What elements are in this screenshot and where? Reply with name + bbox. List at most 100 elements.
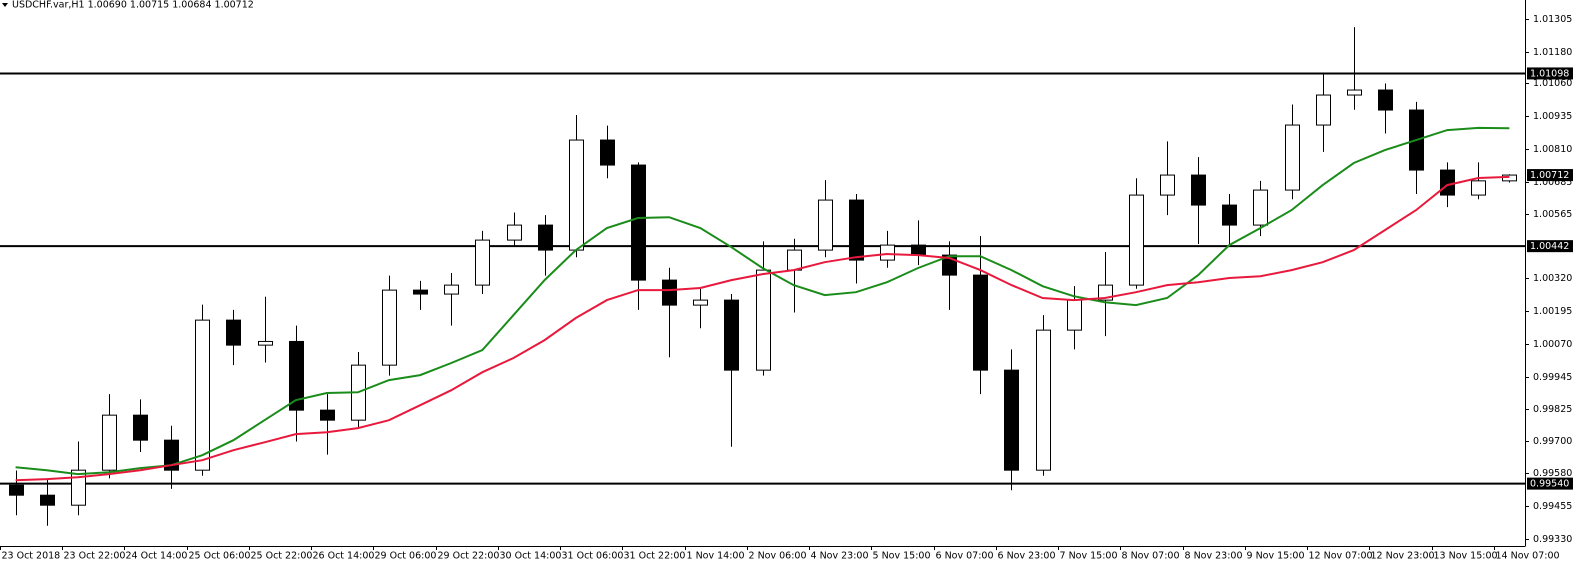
- level-price-label: 1.01098: [1530, 68, 1569, 79]
- x-tick-label: 9 Nov 15:00: [1247, 551, 1305, 562]
- candle-body: [692, 299, 709, 306]
- x-tick-label: 6 Nov 07:00: [936, 551, 994, 562]
- y-tick-label: 1.00195: [1533, 306, 1572, 317]
- y-tick-label: 0.99700: [1533, 436, 1572, 447]
- x-tick-label: 1 Nov 14:00: [687, 551, 745, 562]
- menu-triangle: [2, 3, 8, 7]
- level-price-label: 1.00442: [1530, 241, 1569, 252]
- candle-body: [537, 224, 554, 251]
- candle-body: [1190, 174, 1207, 206]
- y-tick-label: 1.00810: [1533, 144, 1572, 155]
- candle-body: [288, 340, 305, 411]
- candle-body: [412, 289, 429, 295]
- candle-body: [8, 484, 25, 496]
- candle-body: [257, 340, 274, 346]
- x-tick-label: 29 Oct 22:00: [438, 551, 500, 562]
- y-tick-label: 1.01060: [1533, 78, 1572, 89]
- candle-body: [506, 224, 523, 241]
- x-tick-label: 26 Oct 14:00: [313, 551, 375, 562]
- y-tick-label: 0.99580: [1533, 468, 1572, 479]
- candle-body: [599, 139, 616, 166]
- candle-body: [1252, 189, 1269, 226]
- x-tick-label: 2 Nov 06:00: [749, 551, 807, 562]
- y-tick-label: 1.00070: [1533, 339, 1572, 350]
- moving-average-line: [15, 175, 1510, 482]
- candle-body: [132, 414, 149, 441]
- candle-body: [163, 439, 180, 471]
- x-tick-label: 25 Oct 22:00: [251, 551, 313, 562]
- candle-body: [319, 409, 336, 421]
- y-tick-label: 0.99455: [1533, 501, 1572, 512]
- moving-average-line: [15, 126, 1510, 476]
- y-tick-label: 0.99330: [1533, 534, 1572, 545]
- candle-body: [1346, 89, 1363, 96]
- candle-body: [1315, 94, 1332, 126]
- candle-body: [1003, 369, 1020, 471]
- chart-title: USDCHF.var,H1 1.00690 1.00715 1.00684 1.…: [12, 0, 254, 11]
- candle-body: [70, 469, 87, 506]
- x-tick-label: 25 Oct 06:00: [189, 551, 251, 562]
- x-tick-label: 4 Nov 23:00: [811, 551, 869, 562]
- x-tick-label: 6 Nov 23:00: [998, 551, 1056, 562]
- x-tick-label: 31 Oct 06:00: [562, 551, 624, 562]
- candle-body: [1284, 124, 1301, 191]
- candle-body: [39, 494, 56, 506]
- y-tick-label: 1.01305: [1533, 14, 1572, 25]
- candle-body: [1128, 194, 1145, 286]
- candle-body: [474, 239, 491, 286]
- x-tick-label: 30 Oct 14:00: [500, 551, 562, 562]
- y-tick-label: 1.00565: [1533, 209, 1572, 220]
- x-tick-label: 29 Oct 06:00: [375, 551, 437, 562]
- candle-body: [630, 164, 647, 281]
- candle-body: [910, 244, 927, 256]
- y-tick-label: 1.01180: [1533, 47, 1572, 58]
- candle-body: [848, 199, 865, 261]
- x-tick-label: 14 Nov 07:00: [1496, 551, 1560, 562]
- candle-body: [786, 249, 803, 271]
- candle-body: [972, 274, 989, 371]
- candle-body: [225, 319, 242, 346]
- y-tick-label: 0.99825: [1533, 404, 1572, 415]
- candle-body: [755, 269, 772, 371]
- level-price-box: [1527, 240, 1573, 253]
- x-tick-label: 31 Oct 22:00: [624, 551, 686, 562]
- current-price-label: 1.00712: [1530, 170, 1569, 181]
- level-price-label: 0.99540: [1530, 479, 1569, 490]
- y-tick-label: 0.99945: [1533, 372, 1572, 383]
- x-tick-label: 23 Oct 22:00: [64, 551, 126, 562]
- candle-body: [1470, 180, 1487, 196]
- candle-body: [879, 244, 896, 261]
- current-price-box: [1527, 169, 1573, 182]
- y-tick-label: 1.00685: [1533, 177, 1572, 188]
- candle-body: [1377, 89, 1394, 111]
- x-tick-label: 12 Nov 23:00: [1371, 551, 1435, 562]
- x-tick-label: 8 Nov 23:00: [1185, 551, 1243, 562]
- candle-body: [1221, 204, 1238, 226]
- level-price-box: [1527, 67, 1573, 80]
- candle-body: [817, 199, 834, 251]
- candle-body: [194, 319, 211, 471]
- x-tick-label: 7 Nov 15:00: [1060, 551, 1118, 562]
- candle-body: [1035, 329, 1052, 471]
- level-price-box: [1527, 477, 1573, 490]
- candle-body: [443, 284, 460, 295]
- candle-body: [1066, 299, 1083, 331]
- candle-body: [568, 139, 585, 251]
- candle-body: [723, 299, 740, 371]
- candle-body: [661, 279, 678, 306]
- x-tick-label: 8 Nov 07:00: [1122, 551, 1180, 562]
- x-tick-label: 5 Nov 15:00: [873, 551, 931, 562]
- candle-body: [1439, 169, 1456, 196]
- x-tick-label: 12 Nov 07:00: [1309, 551, 1373, 562]
- candle-body: [381, 289, 398, 366]
- x-tick-label: 23 Oct 2018: [2, 551, 61, 562]
- y-tick-label: 1.00935: [1533, 111, 1572, 122]
- x-tick-label: 13 Nov 15:00: [1434, 551, 1498, 562]
- candle-body: [1159, 174, 1176, 196]
- candle-body: [101, 414, 118, 471]
- y-tick-label: 1.00320: [1533, 273, 1572, 284]
- x-tick-label: 24 Oct 14:00: [126, 551, 188, 562]
- plot-area: [0, 27, 1525, 526]
